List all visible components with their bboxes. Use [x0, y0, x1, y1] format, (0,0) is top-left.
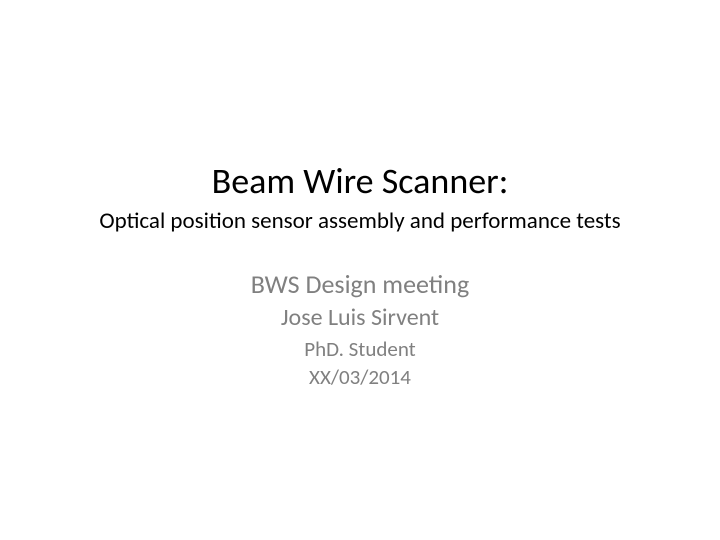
author-role: PhD. Student [0, 335, 720, 363]
slide-title-main: Beam Wire Scanner: [40, 160, 680, 203]
author-name: Jose Luis Sirvent [0, 302, 720, 334]
slide: Beam Wire Scanner: Optical position sens… [0, 0, 720, 540]
meeting-name: BWS Design meeting [0, 267, 720, 302]
slide-date: XX/03/2014 [0, 363, 720, 391]
title-block: Beam Wire Scanner: Optical position sens… [0, 160, 720, 237]
slide-title-sub: Optical position sensor assembly and per… [40, 207, 680, 237]
body-block: BWS Design meeting Jose Luis Sirvent PhD… [0, 267, 720, 391]
